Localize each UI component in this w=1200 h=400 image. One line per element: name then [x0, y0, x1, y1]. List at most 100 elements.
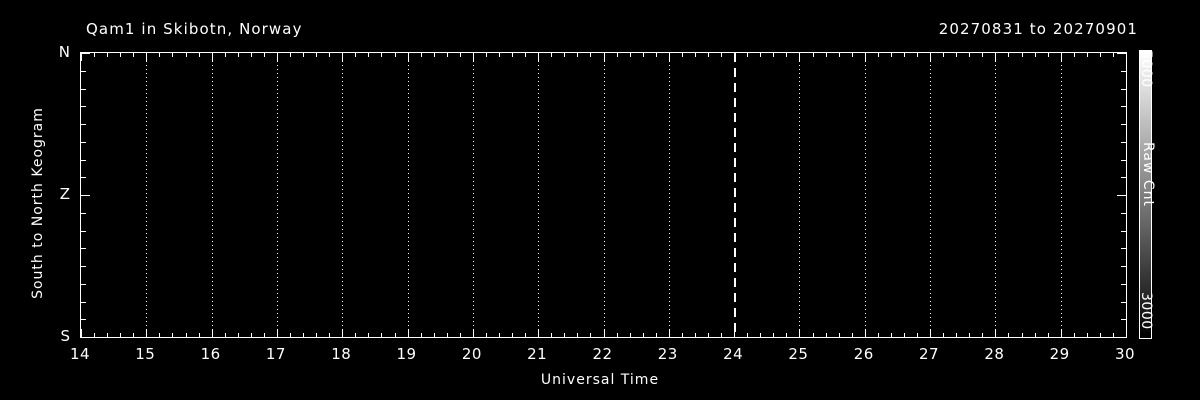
x-tick-minor	[708, 53, 709, 57]
x-tick-minor	[94, 333, 96, 337]
x-tick-minor	[655, 53, 657, 57]
y-tick-label: N	[58, 43, 70, 61]
x-tick-minor	[433, 53, 435, 57]
x-tick-minor	[577, 333, 579, 337]
y-tick-major	[1117, 195, 1126, 196]
x-tick-minor	[1008, 333, 1010, 337]
x-tick-minor	[224, 333, 226, 337]
x-tick-minor	[499, 53, 500, 57]
x-tick-label: 20	[461, 345, 482, 363]
x-tick-major	[734, 329, 736, 337]
plot-area	[80, 52, 1127, 338]
x-tick-major	[1060, 329, 1062, 337]
x-tick-minor	[107, 53, 109, 57]
y-tick-minor	[81, 88, 86, 90]
y-tick-minor	[1121, 283, 1126, 285]
x-tick-minor	[760, 53, 762, 57]
gridline-vertical	[995, 53, 997, 337]
x-tick-minor	[982, 333, 984, 337]
x-tick-major	[864, 329, 866, 337]
x-tick-major	[407, 53, 409, 61]
x-tick-minor	[943, 333, 945, 337]
x-tick-minor	[577, 53, 579, 57]
x-tick-minor	[760, 333, 762, 337]
x-tick-minor	[773, 53, 775, 57]
y-tick-minor	[1121, 248, 1126, 250]
x-tick-minor	[172, 53, 174, 57]
y-tick-minor	[81, 177, 86, 179]
x-tick-major	[276, 329, 278, 337]
x-tick-minor	[708, 333, 709, 337]
gridline-vertical	[342, 53, 344, 337]
x-tick-minor	[329, 333, 331, 337]
gridline-vertical	[930, 53, 932, 337]
x-tick-major	[995, 329, 997, 337]
x-tick-major	[603, 53, 605, 61]
x-tick-minor	[812, 53, 814, 57]
x-tick-minor	[747, 53, 749, 57]
x-tick-label: 27	[919, 345, 940, 363]
keogram-image	[81, 53, 1126, 337]
x-tick-major	[81, 53, 82, 61]
x-tick-minor	[877, 333, 879, 337]
x-tick-minor	[512, 53, 514, 57]
x-tick-minor	[681, 333, 683, 337]
x-tick-minor	[642, 333, 644, 337]
x-tick-minor	[1086, 333, 1088, 337]
x-tick-minor	[237, 53, 239, 57]
x-tick-major	[538, 53, 540, 61]
y-tick-minor	[81, 141, 86, 143]
x-tick-minor	[1034, 333, 1036, 337]
x-tick-major	[81, 329, 82, 337]
y-tick-minor	[1121, 124, 1126, 125]
x-tick-minor	[172, 333, 174, 337]
x-tick-minor	[316, 333, 318, 337]
x-tick-major	[276, 53, 278, 61]
x-tick-minor	[812, 333, 814, 337]
x-tick-label: 16	[200, 345, 221, 363]
y-tick-minor	[81, 212, 86, 214]
y-tick-minor	[81, 283, 86, 285]
x-tick-minor	[512, 333, 514, 337]
x-tick-minor	[1021, 53, 1023, 57]
x-tick-minor	[446, 53, 448, 57]
x-tick-minor	[786, 53, 788, 57]
x-tick-major	[407, 329, 409, 337]
x-tick-minor	[1021, 333, 1023, 337]
x-tick-minor	[1073, 333, 1075, 337]
gridline-vertical	[603, 53, 605, 337]
y-tick-minor	[1121, 266, 1126, 267]
x-tick-minor	[394, 53, 396, 57]
y-tick-minor	[1121, 88, 1126, 90]
x-tick-minor	[943, 53, 945, 57]
y-tick-minor	[81, 159, 86, 161]
x-tick-minor	[1008, 53, 1010, 57]
gridline-vertical	[799, 53, 801, 337]
x-axis-title: Universal Time	[540, 372, 660, 388]
y-tick-minor	[81, 70, 86, 72]
x-tick-label: 25	[788, 345, 809, 363]
x-tick-minor	[629, 333, 631, 337]
x-tick-minor	[198, 333, 200, 337]
x-tick-minor	[250, 53, 252, 57]
x-tick-label: 21	[527, 345, 548, 363]
x-tick-minor	[459, 333, 461, 337]
x-tick-minor	[250, 333, 252, 337]
x-tick-label: 28	[984, 345, 1005, 363]
y-tick-minor	[81, 248, 86, 250]
x-tick-major	[342, 53, 344, 61]
y-tick-minor	[81, 124, 86, 125]
x-tick-minor	[903, 333, 905, 337]
x-tick-label: 17	[265, 345, 286, 363]
x-tick-minor	[721, 333, 723, 337]
x-tick-major	[930, 53, 932, 61]
x-tick-label: 30	[1114, 345, 1136, 363]
x-tick-minor	[433, 333, 435, 337]
x-tick-minor	[590, 53, 592, 57]
x-tick-major	[472, 53, 474, 61]
x-tick-minor	[851, 333, 853, 337]
x-tick-minor	[420, 333, 422, 337]
x-tick-major	[211, 329, 213, 337]
x-tick-major	[864, 53, 866, 61]
